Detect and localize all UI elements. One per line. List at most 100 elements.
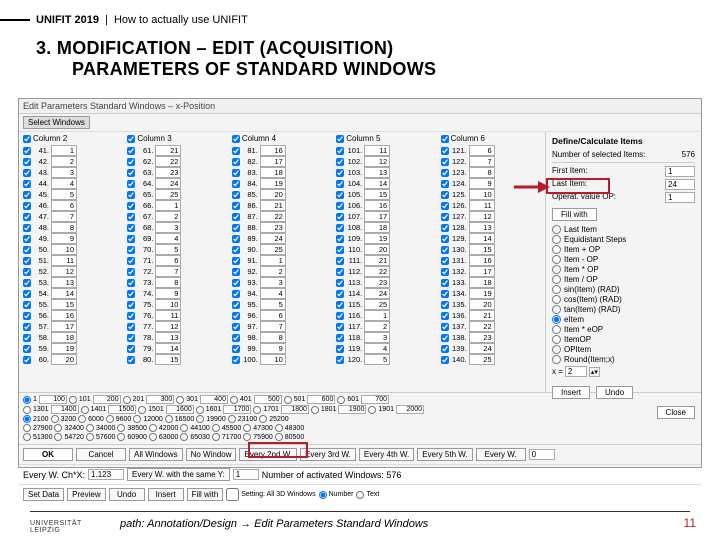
- everyW-button[interactable]: Every W.: [476, 448, 526, 461]
- row-checkbox[interactable]: [127, 147, 135, 155]
- row-checkbox[interactable]: [441, 290, 449, 298]
- row-checkbox[interactable]: [232, 279, 240, 287]
- row-value[interactable]: 18: [260, 167, 286, 178]
- row-value[interactable]: 12: [469, 211, 495, 222]
- row-checkbox[interactable]: [127, 290, 135, 298]
- grid-radio[interactable]: [228, 415, 236, 423]
- row-checkbox[interactable]: [336, 235, 344, 243]
- grid-cell[interactable]: 401500: [230, 395, 282, 404]
- row-value[interactable]: 22: [469, 321, 495, 332]
- row-value[interactable]: 24: [364, 288, 390, 299]
- row-checkbox[interactable]: [23, 213, 31, 221]
- row-checkbox[interactable]: [441, 180, 449, 188]
- bottom-fillwith-button[interactable]: Fill with: [187, 488, 224, 501]
- row-checkbox[interactable]: [232, 202, 240, 210]
- row-checkbox[interactable]: [336, 290, 344, 298]
- radio-input[interactable]: [552, 305, 561, 314]
- row-checkbox[interactable]: [336, 213, 344, 221]
- grid-cell[interactable]: 15011600: [138, 405, 194, 414]
- all-windows-button[interactable]: All Windows: [129, 448, 183, 461]
- same-y-button[interactable]: Every W. with the same Y:: [127, 468, 230, 481]
- grid-radio[interactable]: [176, 396, 184, 404]
- row-checkbox[interactable]: [441, 246, 449, 254]
- row-value[interactable]: 6: [469, 145, 495, 156]
- calc-radio[interactable]: tan(Item) (RAD): [552, 305, 695, 314]
- row-value[interactable]: 9: [260, 343, 286, 354]
- row-checkbox[interactable]: [441, 312, 449, 320]
- row-value[interactable]: 14: [469, 233, 495, 244]
- op-input[interactable]: [665, 192, 695, 203]
- row-value[interactable]: 20: [51, 354, 77, 365]
- grid-cell[interactable]: 3200: [51, 415, 77, 423]
- row-checkbox[interactable]: [232, 334, 240, 342]
- grid-cell[interactable]: 60900: [117, 433, 146, 441]
- panel-undo-button[interactable]: Undo: [596, 386, 633, 399]
- grid-cell[interactable]: 51300: [23, 433, 52, 441]
- calc-radio[interactable]: Last Item: [552, 225, 695, 234]
- row-value[interactable]: 23: [469, 332, 495, 343]
- row-value[interactable]: 4: [51, 178, 77, 189]
- row-checkbox[interactable]: [127, 169, 135, 177]
- row-value[interactable]: 4: [364, 343, 390, 354]
- row-checkbox[interactable]: [441, 147, 449, 155]
- grid-radio[interactable]: [23, 406, 31, 414]
- grid-cell[interactable]: 18011900: [311, 405, 367, 414]
- row-checkbox[interactable]: [336, 180, 344, 188]
- row-value[interactable]: 22: [155, 156, 181, 167]
- grid-cell[interactable]: 19012000: [368, 405, 424, 414]
- column-checkbox[interactable]: [232, 135, 240, 143]
- row-value[interactable]: 19: [260, 178, 286, 189]
- row-value[interactable]: 12: [155, 321, 181, 332]
- grid-cell[interactable]: 47300: [243, 424, 272, 432]
- grid-radio[interactable]: [149, 433, 157, 441]
- grid-radio[interactable]: [196, 406, 204, 414]
- row-checkbox[interactable]: [336, 169, 344, 177]
- row-value[interactable]: 3: [260, 277, 286, 288]
- row-checkbox[interactable]: [336, 158, 344, 166]
- row-value[interactable]: 21: [364, 255, 390, 266]
- row-value[interactable]: 14: [364, 178, 390, 189]
- row-checkbox[interactable]: [23, 290, 31, 298]
- row-checkbox[interactable]: [232, 323, 240, 331]
- cancel-button[interactable]: Cancel: [76, 448, 126, 461]
- row-value[interactable]: 1: [155, 200, 181, 211]
- grid-radio[interactable]: [138, 406, 146, 414]
- row-checkbox[interactable]: [232, 147, 240, 155]
- row-checkbox[interactable]: [23, 257, 31, 265]
- row-checkbox[interactable]: [232, 268, 240, 276]
- row-value[interactable]: 6: [155, 255, 181, 266]
- row-checkbox[interactable]: [336, 356, 344, 364]
- row-value[interactable]: 10: [469, 189, 495, 200]
- radio-input[interactable]: [552, 275, 561, 284]
- calc-radio[interactable]: OPItem: [552, 345, 695, 354]
- row-value[interactable]: 23: [260, 222, 286, 233]
- row-checkbox[interactable]: [232, 301, 240, 309]
- radio-input[interactable]: [552, 345, 561, 354]
- row-value[interactable]: 25: [469, 354, 495, 365]
- row-checkbox[interactable]: [441, 169, 449, 177]
- radio-input[interactable]: [552, 285, 561, 294]
- row-value[interactable]: 13: [469, 222, 495, 233]
- grid-cell[interactable]: 80500: [275, 433, 304, 441]
- row-value[interactable]: 19: [469, 288, 495, 299]
- panel-insert-button[interactable]: Insert: [552, 386, 590, 399]
- row-checkbox[interactable]: [232, 169, 240, 177]
- row-value[interactable]: 5: [51, 189, 77, 200]
- fillwith-button[interactable]: Fill with: [552, 208, 597, 221]
- grid-radio[interactable]: [243, 433, 251, 441]
- row-value[interactable]: 2: [155, 211, 181, 222]
- row-checkbox[interactable]: [232, 191, 240, 199]
- grid-radio[interactable]: [23, 415, 31, 423]
- row-checkbox[interactable]: [232, 257, 240, 265]
- grid-cell[interactable]: 38500: [117, 424, 146, 432]
- row-value[interactable]: 3: [51, 167, 77, 178]
- row-checkbox[interactable]: [336, 345, 344, 353]
- row-checkbox[interactable]: [441, 224, 449, 232]
- row-value[interactable]: 17: [51, 321, 77, 332]
- row-value[interactable]: 19: [51, 343, 77, 354]
- select-windows-button[interactable]: Select Windows: [23, 116, 90, 129]
- calc-radio[interactable]: Equidistant Steps: [552, 235, 695, 244]
- grid-cell[interactable]: 1100: [23, 395, 67, 404]
- row-value[interactable]: 21: [260, 200, 286, 211]
- row-checkbox[interactable]: [127, 301, 135, 309]
